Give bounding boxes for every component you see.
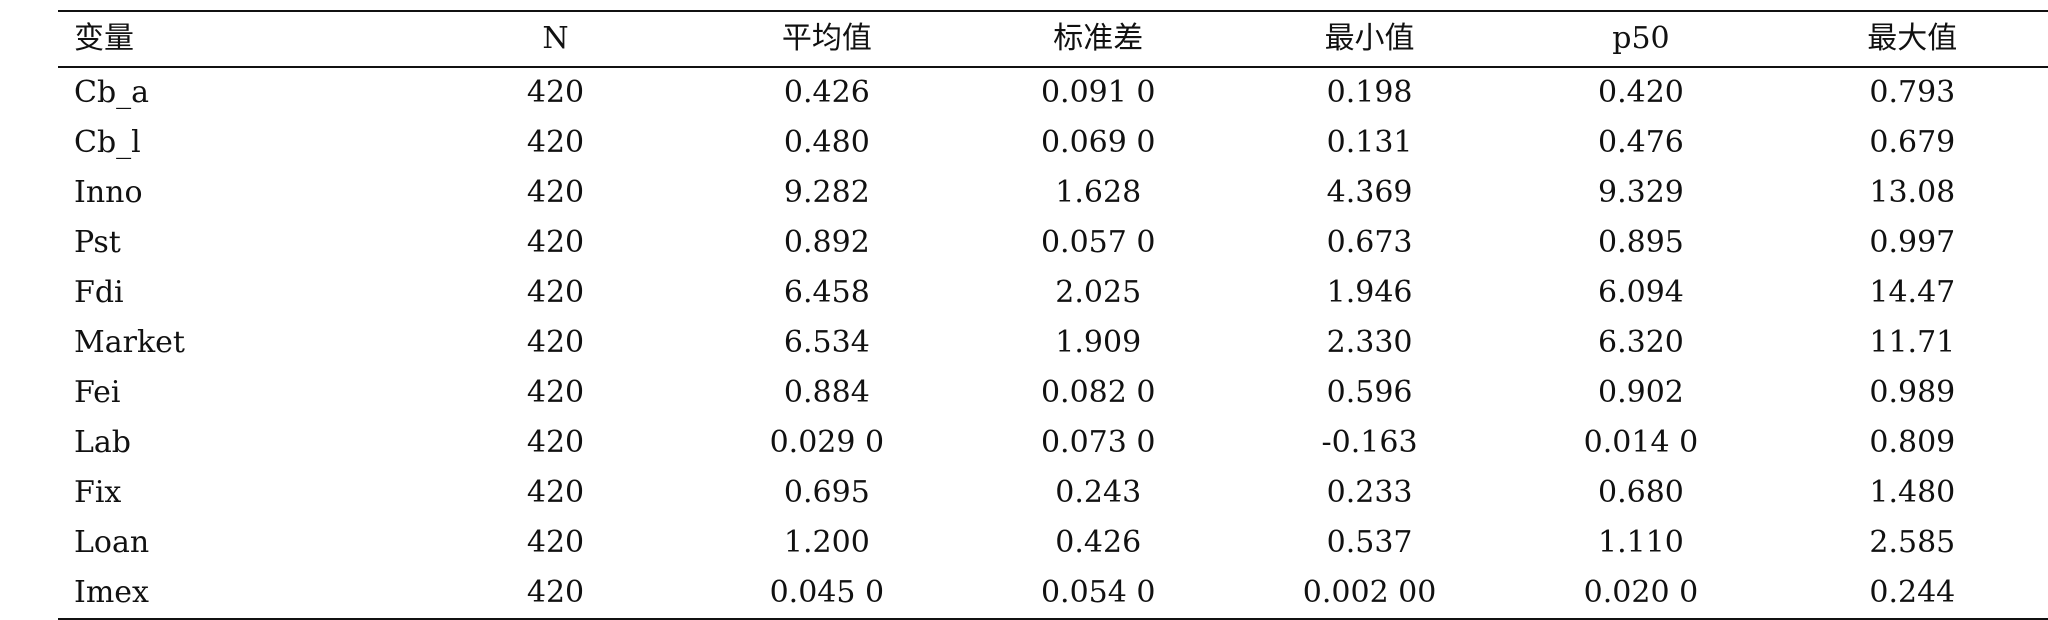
table-row: Inno 420 9.282 1.628 4.369 9.329 13.08 <box>58 168 2048 218</box>
header-max: 最大值 <box>1867 21 1958 56</box>
cell-n: 420 <box>526 325 585 360</box>
cell-sd: 0.073 0 <box>1040 425 1156 460</box>
cell-variable: Fei <box>74 375 121 410</box>
descriptive-statistics-table: 变量 N 平均值 标准差 最小值 p50 最大值 Cb_a 420 0.426 0.0… <box>58 10 2048 620</box>
cell-variable: Lab <box>74 425 132 460</box>
cell-p50: 1.110 <box>1597 525 1684 560</box>
cell-mean: 9.282 <box>783 175 870 210</box>
cell-min: 0.002 00 <box>1302 575 1437 610</box>
descriptive-statistics-table-container: 变量 N 平均值 标准差 最小值 p50 最大值 Cb_a 420 0.426 0.0… <box>58 10 2048 620</box>
cell-max: 0.989 <box>1869 375 1956 410</box>
cell-mean: 6.458 <box>783 275 870 310</box>
cell-sd: 0.054 0 <box>1040 575 1156 610</box>
header-sd: 标准差 <box>1053 21 1144 56</box>
cell-n: 420 <box>526 225 585 260</box>
cell-mean: 0.029 0 <box>769 425 885 460</box>
cell-p50: 9.329 <box>1597 175 1684 210</box>
cell-sd: 1.628 <box>1055 175 1142 210</box>
table-body: Cb_a 420 0.426 0.091 0 0.198 0.420 0.793 Cb_l 42… <box>58 67 2048 619</box>
cell-min: 0.131 <box>1326 125 1413 160</box>
cell-variable: Imex <box>74 575 149 610</box>
cell-sd: 1.909 <box>1055 325 1142 360</box>
header-variable: 变量 <box>74 21 134 56</box>
cell-max: 0.997 <box>1869 225 1956 260</box>
cell-min: 4.369 <box>1326 175 1413 210</box>
table-row: Imex 420 0.045 0 0.054 0 0.002 00 0.020 0 0.24… <box>58 568 2048 619</box>
table-header-row: 变量 N 平均值 标准差 最小值 p50 最大值 <box>58 11 2048 67</box>
cell-max: 13.08 <box>1869 175 1956 210</box>
cell-max: 14.47 <box>1869 275 1956 310</box>
table-row: Loan 420 1.200 0.426 0.537 1.110 2.585 <box>58 518 2048 568</box>
table-row: Pst 420 0.892 0.057 0 0.673 0.895 0.997 <box>58 218 2048 268</box>
cell-sd: 0.091 0 <box>1040 75 1156 110</box>
cell-n: 420 <box>526 375 585 410</box>
cell-sd: 0.082 0 <box>1040 375 1156 410</box>
table-row: Fdi 420 6.458 2.025 1.946 6.094 14.47 <box>58 268 2048 318</box>
cell-p50: 6.094 <box>1597 275 1684 310</box>
cell-min: 0.596 <box>1326 375 1413 410</box>
header-n: N <box>542 21 569 56</box>
cell-n: 420 <box>526 175 585 210</box>
cell-max: 2.585 <box>1869 525 1956 560</box>
cell-mean: 0.892 <box>783 225 870 260</box>
cell-variable: Cb_a <box>74 75 150 110</box>
cell-p50: 0.680 <box>1597 475 1684 510</box>
header-p50: p50 <box>1612 21 1670 56</box>
cell-sd: 0.069 0 <box>1040 125 1156 160</box>
cell-variable: Inno <box>74 175 143 210</box>
table-row: Cb_a 420 0.426 0.091 0 0.198 0.420 0.793 <box>58 67 2048 118</box>
cell-n: 420 <box>526 125 585 160</box>
cell-p50: 0.476 <box>1597 125 1684 160</box>
cell-variable: Pst <box>74 225 121 260</box>
cell-mean: 0.884 <box>783 375 870 410</box>
cell-max: 0.793 <box>1869 75 1956 110</box>
cell-mean: 0.480 <box>783 125 870 160</box>
cell-variable: Loan <box>74 525 150 560</box>
cell-p50: 0.014 0 <box>1583 425 1699 460</box>
cell-min: 0.198 <box>1326 75 1413 110</box>
cell-n: 420 <box>526 475 585 510</box>
cell-max: 0.809 <box>1869 425 1956 460</box>
table-row: Lab 420 0.029 0 0.073 0 -0.163 0.014 0 0.809 <box>58 418 2048 468</box>
cell-p50: 0.020 0 <box>1583 575 1699 610</box>
cell-variable: Fdi <box>74 275 124 310</box>
cell-max: 0.244 <box>1869 575 1956 610</box>
cell-sd: 0.057 0 <box>1040 225 1156 260</box>
cell-p50: 0.902 <box>1597 375 1684 410</box>
cell-mean: 0.045 0 <box>769 575 885 610</box>
cell-min: 0.673 <box>1326 225 1413 260</box>
cell-min: 0.537 <box>1326 525 1413 560</box>
cell-sd: 0.426 <box>1055 525 1142 560</box>
table-row: Fei 420 0.884 0.082 0 0.596 0.902 0.989 <box>58 368 2048 418</box>
cell-variable: Cb_l <box>74 125 141 160</box>
cell-min: 0.233 <box>1326 475 1413 510</box>
cell-max: 11.71 <box>1869 325 1956 360</box>
cell-n: 420 <box>526 525 585 560</box>
table-row: Market 420 6.534 1.909 2.330 6.320 11.71 <box>58 318 2048 368</box>
cell-mean: 1.200 <box>783 525 870 560</box>
header-mean: 平均值 <box>781 21 872 56</box>
cell-max: 0.679 <box>1869 125 1956 160</box>
cell-max: 1.480 <box>1869 475 1956 510</box>
cell-p50: 0.420 <box>1597 75 1684 110</box>
cell-p50: 0.895 <box>1597 225 1684 260</box>
cell-min: 2.330 <box>1326 325 1413 360</box>
cell-p50: 6.320 <box>1597 325 1684 360</box>
cell-n: 420 <box>526 575 585 610</box>
cell-mean: 0.695 <box>783 475 870 510</box>
cell-n: 420 <box>526 75 585 110</box>
table-row: Fix 420 0.695 0.243 0.233 0.680 1.480 <box>58 468 2048 518</box>
cell-sd: 2.025 <box>1055 275 1142 310</box>
cell-mean: 0.426 <box>783 75 870 110</box>
table-row: Cb_l 420 0.480 0.069 0 0.131 0.476 0.679 <box>58 118 2048 168</box>
cell-sd: 0.243 <box>1055 475 1142 510</box>
cell-min: 1.946 <box>1326 275 1413 310</box>
cell-mean: 6.534 <box>783 325 870 360</box>
cell-n: 420 <box>526 425 585 460</box>
cell-variable: Market <box>74 325 185 360</box>
header-min: 最小值 <box>1324 21 1415 56</box>
cell-n: 420 <box>526 275 585 310</box>
cell-variable: Fix <box>74 475 122 510</box>
cell-min: -0.163 <box>1321 425 1418 460</box>
